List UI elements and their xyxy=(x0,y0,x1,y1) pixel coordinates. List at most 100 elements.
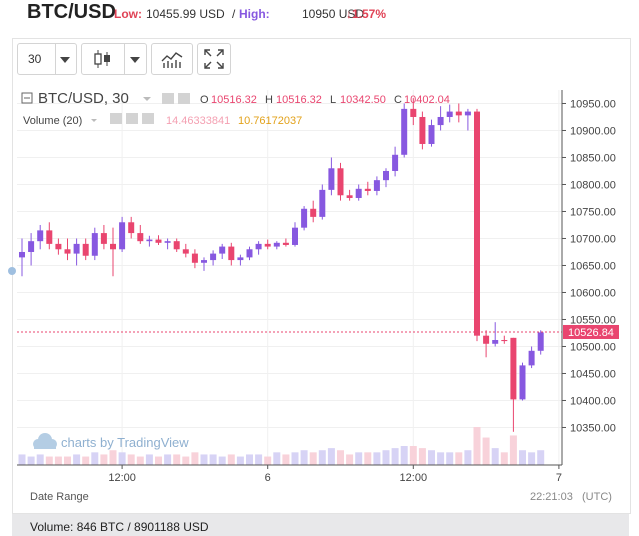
date-range-label[interactable]: Date Range xyxy=(30,491,89,503)
candle-body xyxy=(210,253,217,261)
volume-bar xyxy=(300,450,308,465)
ticker-header: BTC/USD Low: 10455.99 USD / High: 10950 … xyxy=(0,0,639,32)
volume-bar xyxy=(446,452,454,465)
close-icon[interactable] xyxy=(142,113,154,124)
candle-body xyxy=(355,188,362,198)
candle-body xyxy=(55,243,62,250)
interval-select[interactable]: 30 xyxy=(17,43,77,75)
candle-body xyxy=(264,243,271,247)
candle-body xyxy=(446,111,453,117)
fullscreen-button[interactable] xyxy=(197,43,231,75)
volume-bar xyxy=(309,452,317,465)
candle-body xyxy=(246,249,253,258)
y-tick-label: 10950.00 xyxy=(570,98,616,110)
chart-grid xyxy=(17,90,562,465)
candle-body xyxy=(255,243,262,250)
candle-body xyxy=(501,340,508,342)
candle-body xyxy=(310,208,317,217)
legend-symbol-toggle[interactable] xyxy=(21,92,33,104)
legend-l-label: L xyxy=(330,94,336,106)
volume-bar xyxy=(54,456,62,465)
volume-bar xyxy=(246,454,253,465)
legend-symbol: BTC/USD, 30 xyxy=(38,90,129,107)
candle-body xyxy=(228,246,235,261)
low-label: Low: xyxy=(114,7,142,21)
volume-bar xyxy=(82,456,90,465)
candle-body xyxy=(383,170,389,181)
y-tick-label: 10900.00 xyxy=(570,125,616,137)
hide-icon[interactable] xyxy=(178,93,190,104)
chevron-down-icon xyxy=(130,57,140,63)
candle-body xyxy=(100,233,107,244)
volume-bar xyxy=(145,454,153,465)
x-tick-label: 12:00 xyxy=(108,472,136,484)
legend-l-value: 10342.50 xyxy=(340,94,386,106)
x-tick-label: 12:00 xyxy=(400,472,428,484)
chart-type-select[interactable] xyxy=(81,43,147,75)
candle-body xyxy=(128,222,135,234)
volume-bar xyxy=(464,450,472,465)
settings-icon[interactable] xyxy=(110,113,122,124)
scroll-handle[interactable] xyxy=(8,267,16,275)
volume-bar xyxy=(64,456,71,465)
volume-bar xyxy=(200,454,208,465)
volume-bar xyxy=(118,452,126,465)
cloud-icon xyxy=(33,433,57,449)
volume-bar xyxy=(264,456,272,465)
price-axis-labels: 10950.00 10900.00 10850.00 10800.00 10750.00… xyxy=(562,98,616,434)
candle-body xyxy=(119,222,126,250)
candle-body xyxy=(301,208,308,228)
chevron-down-icon[interactable] xyxy=(91,119,97,122)
y-tick-label: 10450.00 xyxy=(570,368,616,380)
volume-legend-label: Volume (20) xyxy=(23,115,82,127)
stat-separator: / xyxy=(232,7,236,21)
indicators-button[interactable] xyxy=(151,43,193,75)
clock-timezone[interactable]: (UTC) xyxy=(582,491,612,503)
tradingview-watermark[interactable]: charts by TradingView xyxy=(33,433,189,450)
chevron-down-icon[interactable] xyxy=(143,97,151,101)
candle-body xyxy=(419,116,426,144)
x-tick-label: 7 xyxy=(556,472,562,484)
last-price-tag xyxy=(563,324,619,339)
hide-icon[interactable] xyxy=(126,113,138,124)
candle-body xyxy=(155,239,162,243)
candle-body xyxy=(110,243,116,250)
volume-bar xyxy=(255,454,263,465)
volume-bar xyxy=(437,452,445,465)
candle-body xyxy=(19,251,25,258)
candlestick-series xyxy=(19,98,544,432)
volume-bar xyxy=(428,450,435,465)
y-tick-label: 10600.00 xyxy=(570,287,616,299)
volume-bar xyxy=(409,446,417,465)
volume-bar xyxy=(500,452,508,465)
volume-bar xyxy=(364,452,372,465)
candle-body xyxy=(492,340,499,344)
volume-bar xyxy=(73,454,81,465)
y-tick-label: 10700.00 xyxy=(570,233,616,245)
candle-body xyxy=(282,242,289,245)
candle-body xyxy=(164,241,171,243)
candle-body xyxy=(273,242,280,247)
candle-body xyxy=(46,230,53,244)
volume-bar xyxy=(491,448,499,465)
volume-bar xyxy=(109,450,117,465)
volume-bar xyxy=(318,450,326,465)
candle-body xyxy=(483,335,490,344)
volume-bar xyxy=(91,452,99,465)
volume-bar xyxy=(100,454,108,465)
candle-body xyxy=(82,243,89,256)
volume-bar xyxy=(273,452,281,465)
settings-icon[interactable] xyxy=(162,93,174,104)
candle-body xyxy=(373,180,380,191)
volume-bar xyxy=(391,448,399,465)
candle-body xyxy=(173,241,180,250)
candle-body xyxy=(219,246,226,254)
volume-bar xyxy=(127,454,135,465)
candle-body xyxy=(537,332,544,351)
candle-body xyxy=(137,233,144,242)
indicators-icon xyxy=(161,52,183,68)
volume-bar xyxy=(36,454,44,465)
last-price-value: 10526.84 xyxy=(568,327,614,339)
volume-bar xyxy=(337,450,344,465)
